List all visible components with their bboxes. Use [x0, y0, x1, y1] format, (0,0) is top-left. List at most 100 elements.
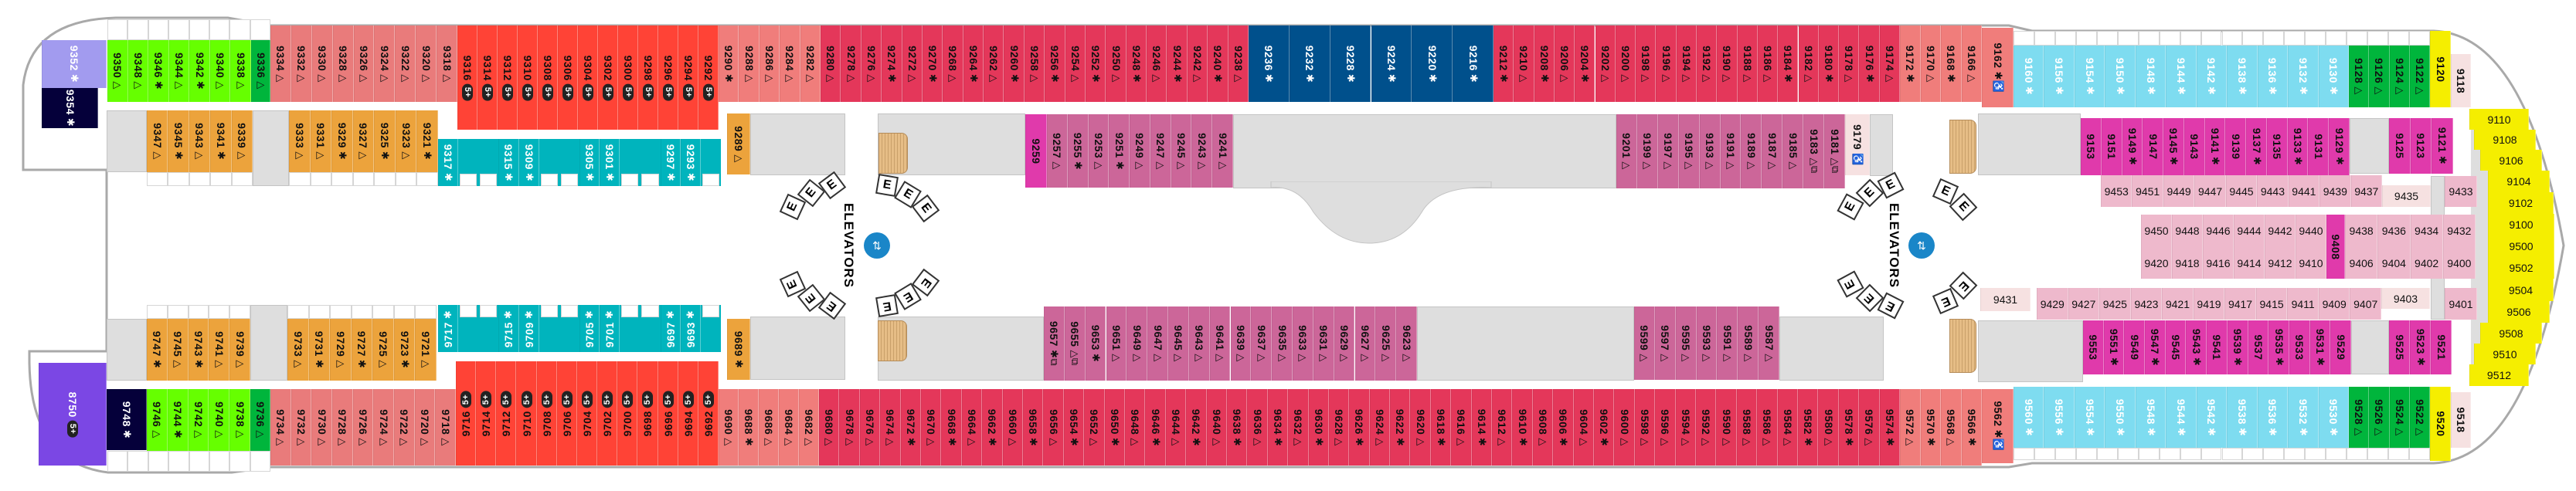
elevator-icon[interactable]: ⇅: [1908, 232, 1935, 259]
cabin-9533[interactable]: 9533: [2289, 320, 2310, 374]
cabin-9148[interactable]: 9148 ✱: [2135, 46, 2166, 107]
cabin-9308[interactable]: 9308 5+: [538, 25, 558, 130]
cabin-9599[interactable]: 9599 △: [1634, 306, 1655, 380]
cabin-9133[interactable]: 9133 ✱: [2287, 118, 2309, 175]
cabin-9106[interactable]: 9106: [2480, 150, 2542, 171]
cabin-9253[interactable]: 9253 △: [1088, 114, 1110, 188]
cabin-9282[interactable]: 9282 △: [800, 25, 821, 102]
cabin-9258[interactable]: 9258 △: [1024, 25, 1045, 102]
cabin-9243[interactable]: 9243 △: [1191, 114, 1213, 188]
cabin-9123[interactable]: 9123: [2410, 118, 2432, 174]
cabin-9236[interactable]: 9236 ✱: [1249, 25, 1290, 102]
cabin-9210[interactable]: 9210 △: [1514, 25, 1534, 102]
cabin-9193[interactable]: 9193 △: [1699, 114, 1721, 188]
cabin-9183[interactable]: 9183 △⧉: [1803, 114, 1825, 188]
cabin-9403[interactable]: 9403: [2381, 288, 2430, 309]
cabin-9524[interactable]: 9524 △: [2389, 387, 2410, 448]
cabin-9286[interactable]: 9286 △: [759, 25, 780, 102]
cabin-9625[interactable]: 9625 △: [1375, 306, 1397, 381]
cabin-9548[interactable]: 9548 ✱: [2135, 387, 2166, 448]
cabin-9587[interactable]: 9587 △: [1759, 306, 1779, 380]
cabin-9434[interactable]: 9434: [2410, 215, 2443, 247]
cabin-9620[interactable]: 9620 △: [1410, 389, 1431, 466]
cabin-9729[interactable]: 9729 △: [330, 319, 352, 381]
cabin-9445[interactable]: 9445: [2225, 175, 2258, 207]
cabin-9656[interactable]: 9656 △: [1043, 389, 1064, 466]
cabin-9296[interactable]: 9296 5+: [658, 25, 678, 130]
cabin-9316[interactable]: 9316 5+: [457, 25, 477, 130]
cabin-9324[interactable]: 9324 △: [374, 25, 396, 102]
cabin-9180[interactable]: 9180 ✱: [1818, 25, 1840, 102]
cabin-9204[interactable]: 9204 ✱: [1575, 25, 1596, 102]
cabin-9510[interactable]: 9510: [2474, 344, 2536, 364]
cabin-9640[interactable]: 9640 △: [1206, 389, 1227, 466]
cabin-9323[interactable]: 9323 △: [395, 110, 417, 172]
cabin-9154[interactable]: 9154 ✱: [2074, 46, 2105, 107]
cabin-9131[interactable]: 9131: [2308, 118, 2330, 175]
cabin-9245[interactable]: 9245 △: [1171, 114, 1192, 188]
cabin-9597[interactable]: 9597 △: [1654, 306, 1676, 380]
cabin-9174[interactable]: 9174 △: [1879, 25, 1900, 102]
cabin-9135[interactable]: 9135: [2266, 118, 2288, 175]
cabin-9628[interactable]: 9628 △: [1328, 389, 1350, 466]
cabin-9252[interactable]: 9252 ✱: [1085, 25, 1106, 102]
cabin-9657[interactable]: 9657 ✱⧉: [1044, 306, 1065, 381]
cabin-9280[interactable]: 9280 △: [821, 25, 841, 102]
cabin-9294[interactable]: 9294 5+: [678, 25, 698, 130]
cabin-9181[interactable]: 9181 △⧉: [1824, 114, 1845, 188]
cabin-9321[interactable]: 9321 ✱: [416, 110, 438, 172]
cabin-9602[interactable]: 9602 ✱: [1594, 389, 1615, 466]
cabin-9352[interactable]: 9352 ✱: [42, 40, 107, 88]
cabin-9309[interactable]: 9309 ✱: [518, 139, 539, 186]
cabin-9653[interactable]: 9653 ✱: [1085, 306, 1106, 381]
cabin-9126[interactable]: 9126 △: [2369, 46, 2390, 107]
cabin-9332[interactable]: 9332 △: [291, 25, 312, 102]
cabin-9654[interactable]: 9654 ✱: [1063, 389, 1085, 466]
cabin-9736[interactable]: 9736 △: [250, 389, 270, 451]
cabin-9535[interactable]: 9535 ✱: [2268, 320, 2289, 374]
cabin-9144[interactable]: 9144 ✱: [2166, 46, 2197, 107]
cabin-9743[interactable]: 9743 ✱: [188, 319, 209, 381]
cabin-9739[interactable]: 9739 △: [229, 319, 250, 381]
cabin-9568[interactable]: 9568 △: [1941, 389, 1962, 466]
cabin-9326[interactable]: 9326 △: [353, 25, 375, 102]
cabin-9342[interactable]: 9342 ✱: [189, 40, 210, 102]
cabin-9717[interactable]: 9717 ✱: [438, 305, 459, 352]
cabin-9306[interactable]: 9306 5+: [558, 25, 578, 130]
cabin-9738[interactable]: 9738 △: [229, 389, 250, 451]
cabin-9348[interactable]: 9348 △: [127, 40, 149, 102]
cabin-9714[interactable]: 9714 5+: [476, 361, 497, 466]
cabin-9608[interactable]: 9608 △: [1532, 389, 1554, 466]
cabin-9641[interactable]: 9641 △: [1209, 306, 1231, 381]
cabin-9712[interactable]: 9712 5+: [496, 361, 517, 466]
cabin-9432[interactable]: 9432: [2442, 215, 2476, 247]
cabin-9172[interactable]: 9172 ✱: [1900, 25, 1921, 102]
cabin-9421[interactable]: 9421: [2162, 288, 2194, 320]
cabin-9250[interactable]: 9250 △: [1106, 25, 1127, 102]
cabin-9547[interactable]: 9547 ✱: [2145, 320, 2166, 374]
cabin-9747[interactable]: 9747 ✱: [147, 319, 168, 381]
cabin-9178[interactable]: 9178 △: [1839, 25, 1860, 102]
cabin-9741[interactable]: 9741 △: [209, 319, 230, 381]
cabin-9694[interactable]: 9694 5+: [678, 361, 698, 466]
cabin-9247[interactable]: 9247 △: [1150, 114, 1171, 188]
cabin-9414[interactable]: 9414: [2234, 247, 2265, 279]
cabin-9288[interactable]: 9288 △: [739, 25, 760, 102]
cabin-9531[interactable]: 9531 ✱: [2309, 320, 2331, 374]
cabin-9248[interactable]: 9248 ✱: [1126, 25, 1147, 102]
cabin-9506[interactable]: 9506: [2488, 301, 2550, 323]
cabin-9651[interactable]: 9651 △: [1106, 306, 1127, 381]
cabin-9508[interactable]: 9508: [2480, 323, 2542, 344]
cabin-9330[interactable]: 9330 △: [311, 25, 333, 102]
cabin-9551[interactable]: 9551 ✱: [2103, 320, 2125, 374]
cabin-9647[interactable]: 9647 △: [1147, 306, 1168, 381]
cabin-9623[interactable]: 9623 △: [1396, 306, 1417, 381]
cabin-9145[interactable]: 9145 ✱: [2163, 118, 2184, 175]
cabin-9576[interactable]: 9576 △: [1859, 389, 1880, 466]
cabin-9139[interactable]: 9139: [2225, 118, 2247, 175]
cabin-9588[interactable]: 9588 △: [1736, 389, 1758, 466]
cabin-9668[interactable]: 9668 ✱: [941, 389, 962, 466]
cabin-9150[interactable]: 9150 ✱: [2105, 46, 2136, 107]
cabin-9582[interactable]: 9582 ✱: [1798, 389, 1819, 466]
cabin-9626[interactable]: 9626 ✱: [1349, 389, 1370, 466]
